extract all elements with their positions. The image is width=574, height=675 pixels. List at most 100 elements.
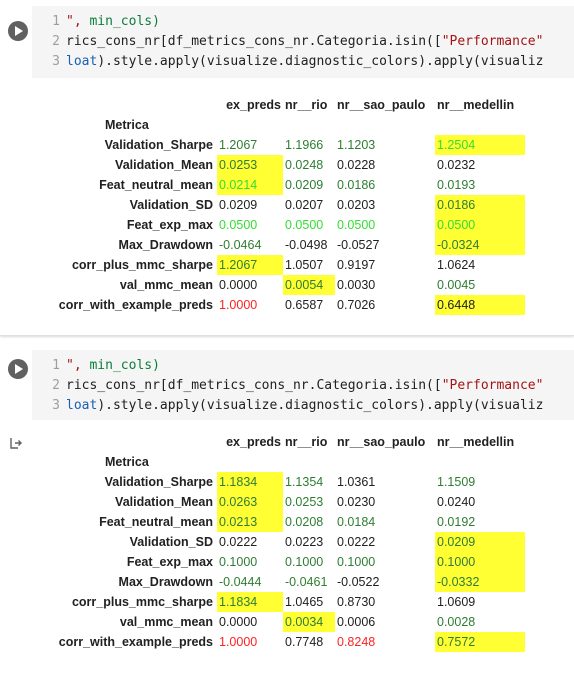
- table-cell: 0.0263: [217, 492, 283, 512]
- code-token: min_cols): [89, 358, 160, 373]
- play-icon: [15, 364, 23, 374]
- table-cell: 1.0609: [437, 595, 476, 609]
- table-cell: -0.0444: [219, 575, 262, 589]
- table-row: Validation_Mean 0.0253 0.0248 0.0228 0.0232: [41, 155, 525, 175]
- line-number: 1: [52, 358, 60, 373]
- code-token: min_cols): [89, 14, 160, 29]
- row-label: Max_Drawdown: [118, 575, 213, 589]
- index-name-blank: [335, 115, 435, 135]
- table-cell: 0.0208: [285, 515, 324, 529]
- table-cell: 1.1834: [217, 592, 283, 612]
- output-arrow-icon: [10, 438, 22, 449]
- column-header: nr__rio: [285, 98, 328, 112]
- table-cell: 0.0240: [437, 495, 476, 509]
- table-cell: 0.0000: [219, 278, 258, 292]
- row-label: val_mmc_mean: [119, 615, 213, 629]
- code-token: "Performance": [441, 34, 544, 49]
- run-cell-button[interactable]: [8, 21, 28, 41]
- index-name: Metrica: [105, 118, 149, 132]
- table-cell: 0.1000: [435, 552, 525, 572]
- table-row: Validation_Mean 0.0263 0.0253 0.0230 0.0240: [41, 492, 525, 512]
- table-cell: 0.6448: [435, 295, 525, 315]
- index-name-blank: [435, 452, 525, 472]
- table-cell: -0.0522: [337, 575, 380, 589]
- table-cell: 0.1000: [219, 555, 258, 569]
- code-line[interactable]: 2 rics_cons_nr[df_metrics_cons_nr.Categor…: [32, 376, 574, 396]
- table-cell: 0.0253: [285, 495, 324, 509]
- code-line[interactable]: 1 ", min_cols): [32, 356, 574, 376]
- table-row: corr_plus_mmc_sharpe 1.1834 1.0465 0.8730 1.…: [41, 592, 525, 612]
- notebook-cell-2: 1 ", min_cols) 2 rics_cons_nr[df_metrics_co…: [0, 345, 574, 675]
- index-name-blank: [283, 452, 335, 472]
- table-row: val_mmc_mean 0.0000 0.0034 0.0006 0.0028: [41, 612, 525, 632]
- code-token: ",: [66, 358, 90, 373]
- table-cell: 0.0030: [337, 278, 376, 292]
- table-cell: 1.0000: [219, 298, 258, 312]
- table-row: Validation_Sharpe 1.1834 1.1354 1.0361 1.150…: [41, 472, 525, 492]
- table-cell: 1.2067: [217, 255, 283, 275]
- table-row: corr_with_example_preds 1.0000 0.6587 0.702…: [41, 295, 525, 315]
- table-cell: -0.0527: [337, 238, 380, 252]
- table-cell: 0.7748: [285, 635, 324, 649]
- code-editor[interactable]: 1 ", min_cols) 2 rics_cons_nr[df_metrics_co…: [32, 350, 574, 420]
- line-number: 2: [52, 34, 60, 49]
- table-row: Feat_neutral_mean 0.0214 0.0209 0.0186 0.019…: [41, 175, 525, 195]
- header-blank: [41, 432, 217, 452]
- table-row: Feat_exp_max 0.0500 0.0500 0.0500 0.0500: [41, 215, 525, 235]
- table-cell: 0.0500: [337, 218, 376, 232]
- table-cell: 0.0222: [337, 535, 376, 549]
- table-cell: 0.0248: [285, 158, 324, 172]
- table-cell: 0.0186: [337, 178, 376, 192]
- row-label: Max_Drawdown: [118, 238, 213, 252]
- table-cell: 0.6587: [285, 298, 324, 312]
- table-cell: 0.9197: [337, 258, 376, 272]
- line-number: 1: [52, 14, 60, 29]
- table-cell: 0.1000: [337, 555, 376, 569]
- row-label: corr_plus_mmc_sharpe: [71, 595, 213, 609]
- code-editor[interactable]: 1 ", min_cols) 2 rics_cons_nr[df_metrics_co…: [32, 6, 574, 78]
- table-cell: 0.0253: [217, 155, 283, 175]
- table-row: Validation_Sharpe 1.2067 1.1966 1.1203 1.250…: [41, 135, 525, 155]
- line-number: 3: [52, 398, 60, 413]
- table-cell: 0.8730: [337, 595, 376, 609]
- code-line[interactable]: 3 loat).style.apply(visualize.diagnostic_…: [32, 396, 574, 416]
- code-line[interactable]: 3 loat).style.apply(visualize.diagnostic_…: [32, 52, 574, 72]
- column-header: nr__rio: [285, 435, 328, 449]
- dataframe-output: ex_preds nr__rio nr__sao_paulo nr__medellin…: [41, 95, 525, 315]
- table-cell: 1.1509: [437, 475, 476, 489]
- row-label: Feat_exp_max: [126, 218, 213, 232]
- code-token: loat: [66, 398, 98, 413]
- code-line[interactable]: 1 ", min_cols): [32, 12, 574, 32]
- table-cell: 1.0000: [219, 635, 258, 649]
- table-cell: 0.0228: [337, 158, 376, 172]
- table-cell: 0.0500: [219, 218, 258, 232]
- table-cell: 0.7572: [435, 632, 525, 652]
- row-label: Validation_Mean: [115, 158, 213, 172]
- row-label: Validation_SD: [129, 198, 213, 212]
- code-token: rics_cons_nr[df_metrics_cons_nr.Categori…: [66, 378, 442, 393]
- column-header: nr__sao_paulo: [337, 98, 426, 112]
- row-label: Validation_SD: [129, 535, 213, 549]
- index-name-row: Metrica: [41, 115, 525, 135]
- index-name-blank: [217, 452, 283, 472]
- table-cell: 1.2067: [219, 138, 258, 152]
- index-name-row: Metrica: [41, 452, 525, 472]
- row-label: Validation_Mean: [115, 495, 213, 509]
- table-cell: 1.0507: [285, 258, 324, 272]
- table-cell: 0.0000: [219, 615, 258, 629]
- column-header: nr__sao_paulo: [337, 435, 426, 449]
- table-cell: 0.0006: [337, 615, 376, 629]
- table-cell: -0.0332: [435, 572, 525, 592]
- table-header-row: ex_preds nr__rio nr__sao_paulo nr__medellin: [41, 432, 525, 452]
- run-cell-button[interactable]: [8, 359, 28, 379]
- table-cell: 0.0213: [217, 512, 283, 532]
- table-cell: 0.0207: [285, 198, 324, 212]
- table-cell: 0.0192: [437, 515, 476, 529]
- table-row: corr_plus_mmc_sharpe 1.2067 1.0507 0.9197 1.…: [41, 255, 525, 275]
- row-label: Feat_neutral_mean: [99, 178, 213, 192]
- table-cell: 1.1966: [285, 138, 324, 152]
- table-cell: 0.0045: [437, 278, 476, 292]
- table-row: val_mmc_mean 0.0000 0.0054 0.0030 0.0045: [41, 275, 525, 295]
- code-line[interactable]: 2 rics_cons_nr[df_metrics_cons_nr.Categor…: [32, 32, 574, 52]
- table-row: Validation_SD 0.0209 0.0207 0.0203 0.0186: [41, 195, 525, 215]
